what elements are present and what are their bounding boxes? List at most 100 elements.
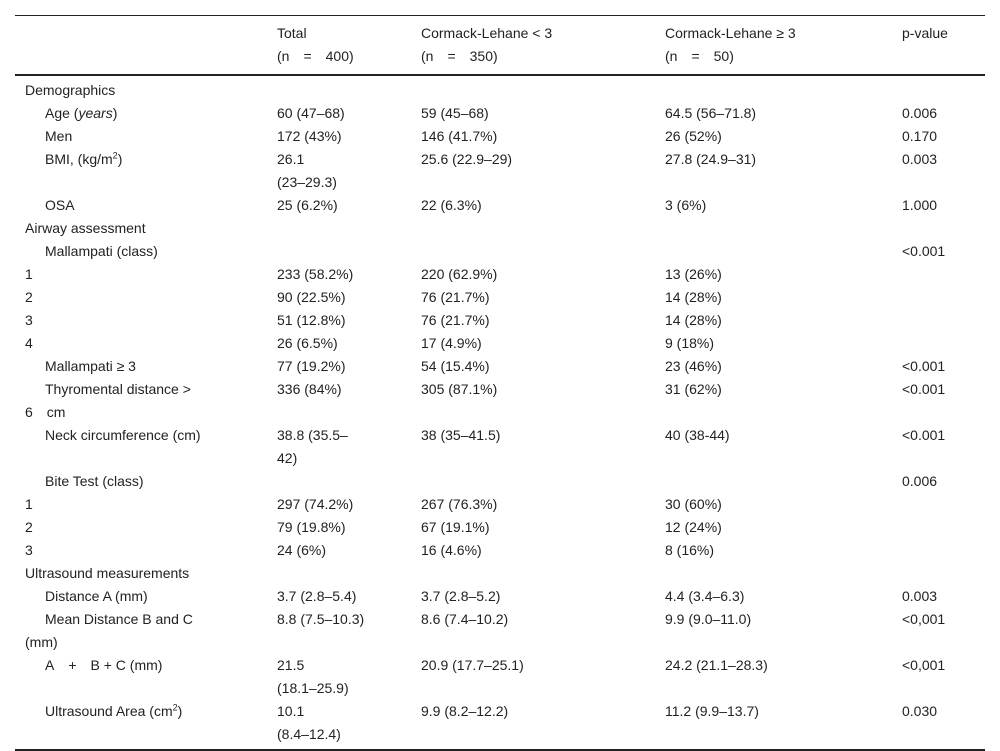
section-row: Airway assessment [15,217,985,240]
cell-pvalue: 0.003 [902,588,938,604]
cell-pvalue: 0.006 [902,105,938,121]
row-label: Airway assessment [15,217,277,240]
row-label-italic: years [78,105,113,121]
table-row: OSA 25 (6.2%) 22 (6.3%) 3 (6%) 1.000 [15,194,985,217]
cell-cl-lt3 [421,562,665,585]
cell-cl-ge3: 64.5 (56–71.8) [665,105,757,121]
cell-total [277,562,421,585]
cell-cl-ge3: 14 (28%) [665,289,722,305]
row-label-text: Mallampati (class) [45,243,158,259]
cell-total: 10.1 (8.4–12.4) [277,703,341,742]
row-label-text: Mean Distance B and C (mm) [25,611,193,650]
row-label-text: 1 [25,496,33,512]
row-label: 3 [15,539,277,562]
table-row: Thyromental distance > 6 cm 336 (84%) 305 … [15,378,985,424]
cell-pvalue: <0.001 [902,358,946,374]
data-table: Total (n = 400) Cormack-Lehane < 3 (n = … [15,15,985,751]
table-row: Bite Test (class) 0.006 [15,470,985,493]
cell-cl-lt3: 220 (62.9%) [421,266,498,282]
row-label-text: Age ( [45,105,79,121]
table-row: 3 24 (6%) 16 (4.6%) 8 (16%) [15,539,985,562]
cell-pvalue: <0.001 [902,427,946,443]
cell-cl-lt3: 20.9 (17.7–25.1) [421,657,524,673]
table-row: 2 79 (19.8%) 67 (19.1%) 12 (24%) [15,516,985,539]
cell-cl-ge3: 9 (18%) [665,335,715,351]
cell-total: 60 (47–68) [277,105,345,121]
cell-cl-lt3 [421,217,665,240]
row-label: 4 [15,332,277,355]
row-label: OSA [15,194,277,217]
table-row: 1 297 (74.2%) 267 (76.3%) 30 (60%) [15,493,985,516]
cell-cl-lt3: 76 (21.7%) [421,312,490,328]
cell-cl-lt3: 76 (21.7%) [421,289,490,305]
table-row: Mallampati (class) <0.001 [15,240,985,263]
row-label-text: Ultrasound Area (cm [45,703,173,719]
cell-pvalue: <0.001 [902,243,946,259]
cell-cl-lt3 [421,79,665,102]
row-label: 2 [15,286,277,309]
row-label-text: 3 [25,312,33,328]
table-row: Age (years) 60 (47–68) 59 (45–68) 64.5 (56–… [15,102,985,125]
row-label: 2 [15,516,277,539]
cell-total: 8.8 (7.5–10.3) [277,611,365,627]
header-total: Total (n = 400) [277,25,354,64]
row-label-text: 2 [25,519,33,535]
cell-cl-ge3: 24.2 (21.1–28.3) [665,657,768,673]
cell-cl-ge3: 27.8 (24.9–31) [665,151,757,167]
cell-pvalue: 0.006 [902,473,938,489]
cell-pvalue [902,263,985,286]
row-label: Mallampati (class) [15,240,277,263]
row-label-superscript: 2 [112,150,118,161]
header-rule [15,74,985,76]
table-top-rule [15,15,985,16]
cell-cl-ge3: 23 (46%) [665,358,722,374]
table-row: Mean Distance B and C (mm) 8.8 (7.5–10.3)… [15,608,985,654]
row-label: Ultrasound measurements [15,562,277,585]
cell-pvalue [902,539,985,562]
cell-total: 79 (19.8%) [277,519,346,535]
cell-cl-ge3 [665,217,902,240]
cell-total: 90 (22.5%) [277,289,346,305]
cell-total: 77 (19.2%) [277,358,346,374]
row-label-text: 3 [25,542,33,558]
table-row: Men 172 (43%) 146 (41.7%) 26 (52%) 0.170 [15,125,985,148]
cell-cl-lt3: 3.7 (2.8–5.2) [421,588,501,604]
row-label: Age (years) [15,102,277,125]
row-label: Thyromental distance > 6 cm [15,378,277,424]
cell-total: 172 (43%) [277,128,342,144]
cell-cl-ge3: 26 (52%) [665,128,722,144]
row-label-text: 2 [25,289,33,305]
cell-pvalue: 0.030 [902,703,938,719]
cell-total: 297 (74.2%) [277,496,354,512]
cell-cl-lt3: 16 (4.6%) [421,542,482,558]
row-label-text: Thyromental distance > 6 cm [25,381,191,420]
cell-pvalue [902,217,985,240]
cell-cl-ge3: 30 (60%) [665,496,722,512]
row-label-suffix: ) [177,703,183,719]
row-label-suffix: ) [112,105,118,121]
cell-cl-ge3: 8 (16%) [665,542,715,558]
row-label-text: Demographics [25,82,116,98]
cell-cl-lt3: 38 (35–41.5) [421,427,501,443]
cell-total [277,217,421,240]
table-row: 2 90 (22.5%) 76 (21.7%) 14 (28%) [15,286,985,309]
table-row: Neck circumference (cm) 38.8 (35.5– 42) 38… [15,424,985,470]
cell-cl-ge3: 31 (62%) [665,381,722,397]
section-row: Demographics [15,79,985,102]
cell-cl-ge3: 12 (24%) [665,519,722,535]
row-label: Bite Test (class) [15,470,277,493]
table-row: A + B + C (mm) 21.5 (18.1–25.9) 20.9 (17.7… [15,654,985,700]
row-label-text: OSA [45,197,75,213]
cell-pvalue: <0.001 [902,381,946,397]
row-label-suffix: ) [117,151,123,167]
row-label-text: Bite Test (class) [45,473,144,489]
cell-cl-ge3: 14 (28%) [665,312,722,328]
cell-pvalue: 0.170 [902,128,938,144]
row-label-text: BMI, (kg/m [45,151,113,167]
row-label-text: A + B + C (mm) [45,657,163,673]
header-pvalue: p-value [902,25,948,41]
row-label: Mallampati ≥ 3 [15,355,277,378]
cell-total: 233 (58.2%) [277,266,354,282]
cell-cl-lt3: 22 (6.3%) [421,197,482,213]
row-label-text: Airway assessment [25,220,146,236]
